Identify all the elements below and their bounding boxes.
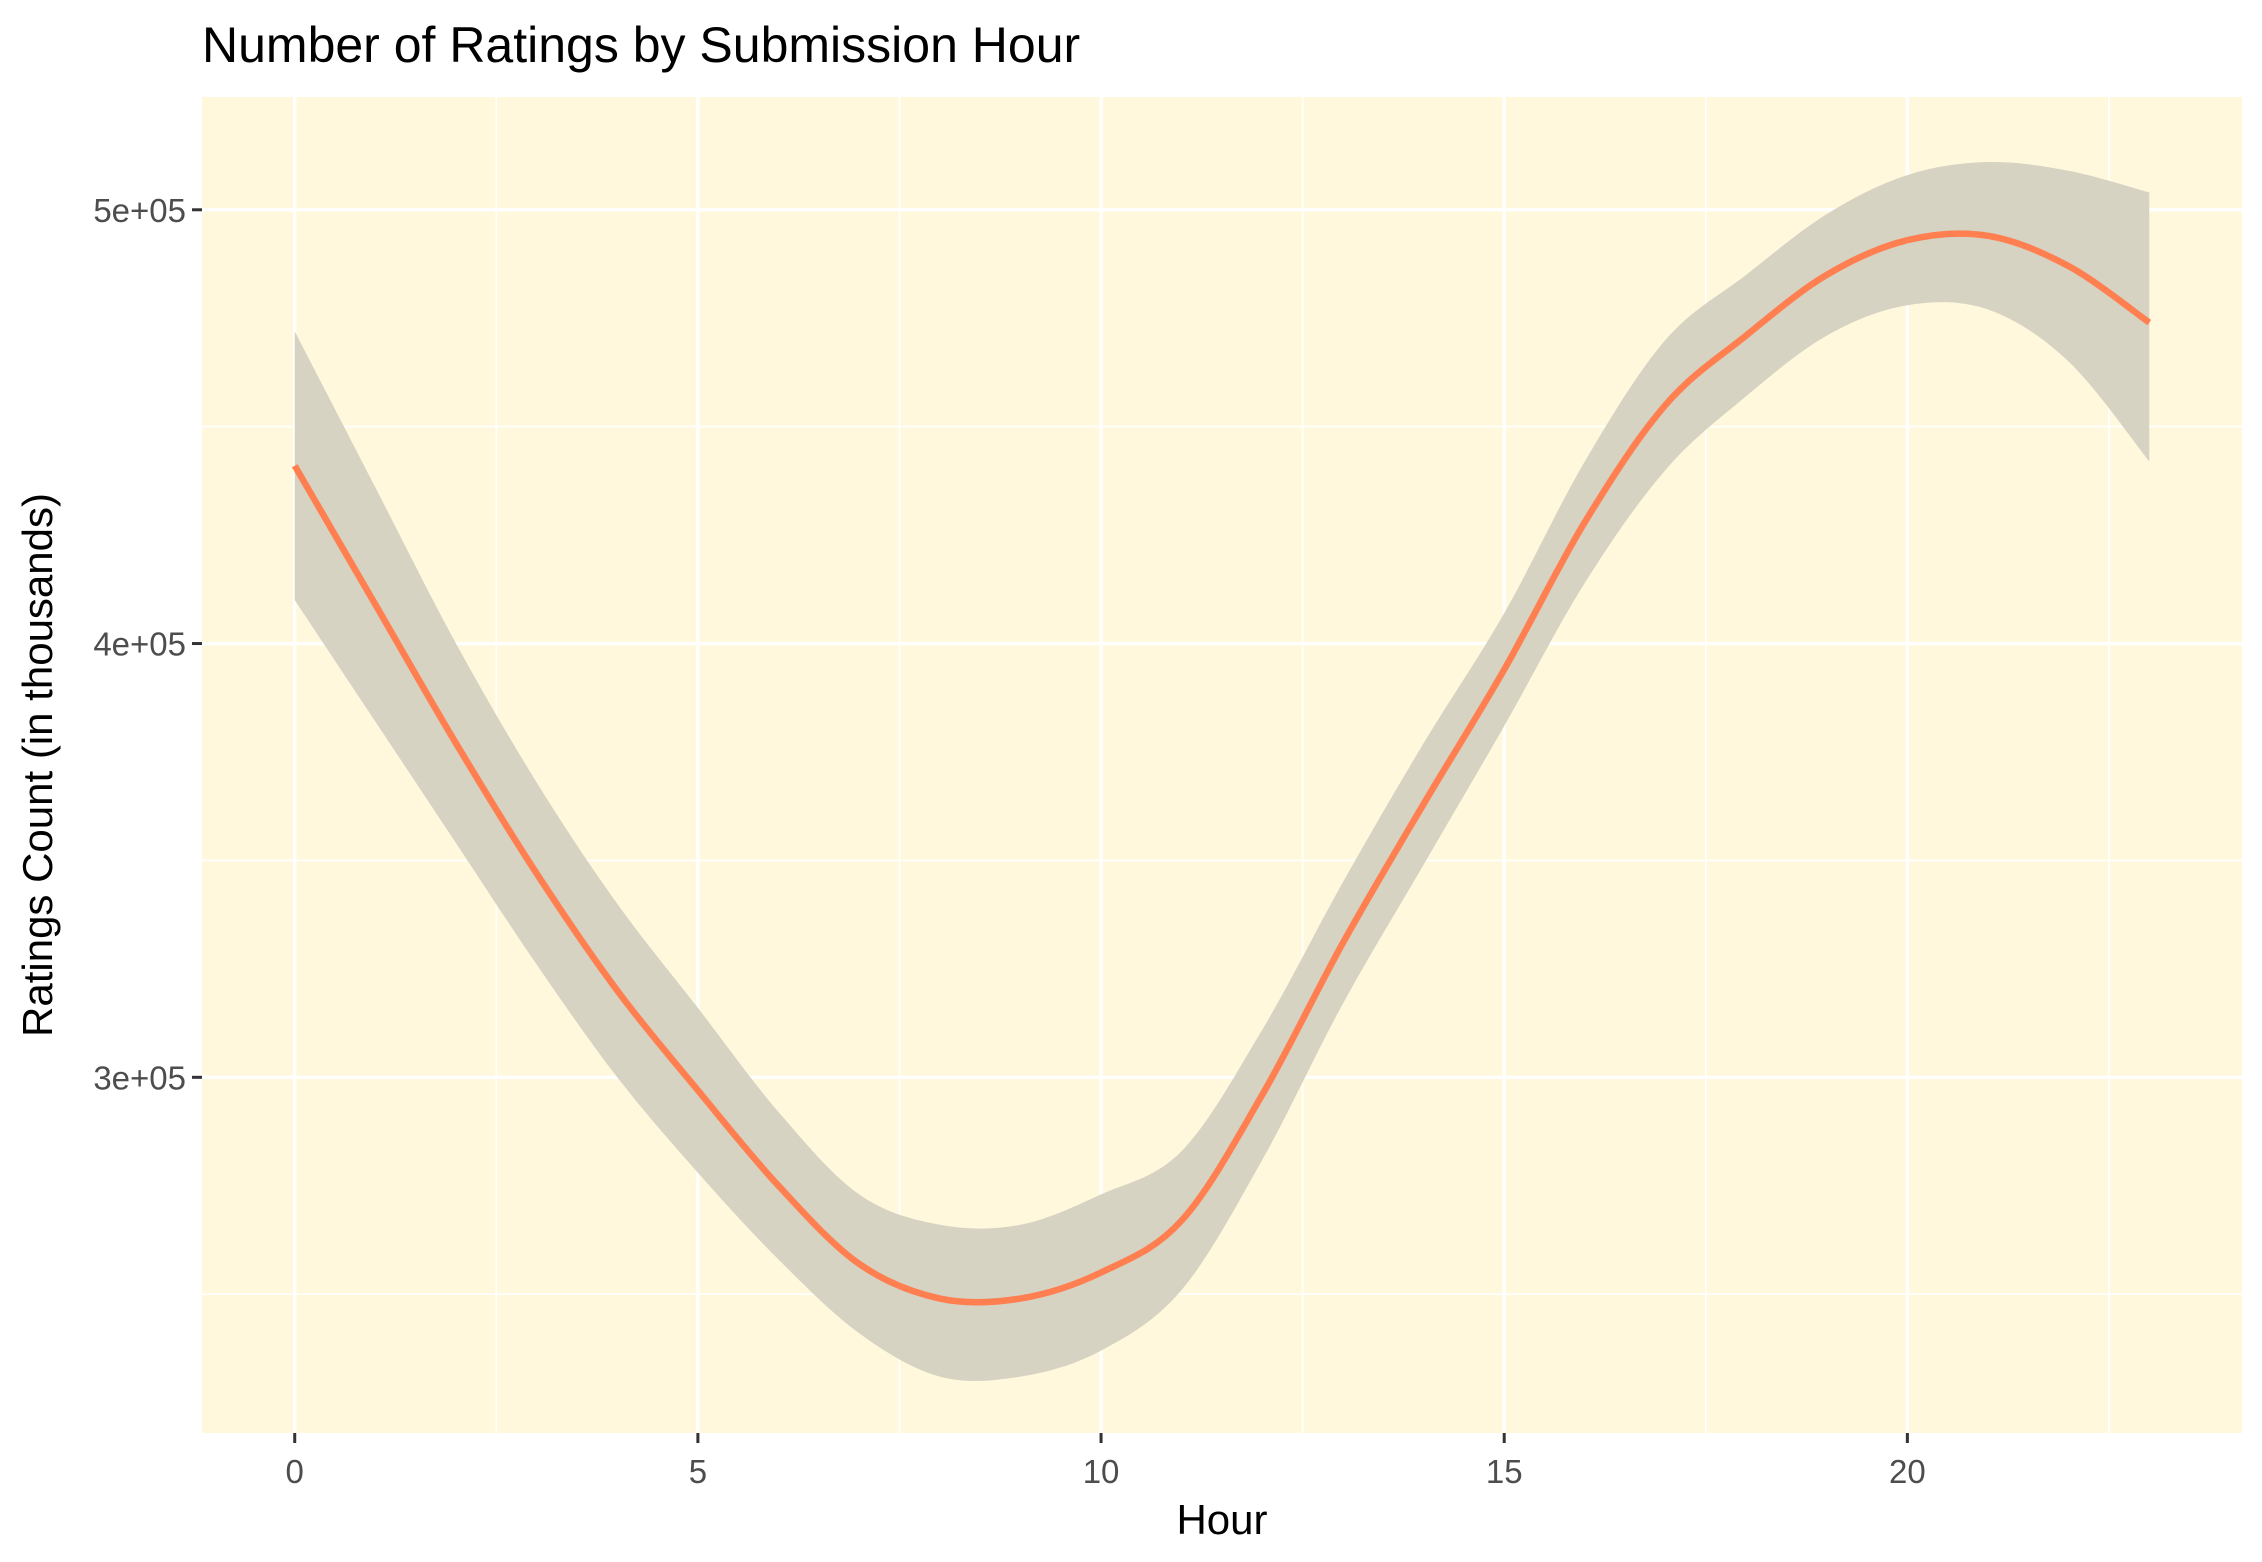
x-axis-title: Hour xyxy=(1176,1496,1267,1543)
x-tick-label: 0 xyxy=(286,1453,304,1490)
x-tick-labels: 0 5 10 15 20 xyxy=(286,1453,1926,1490)
x-tick-label: 5 xyxy=(689,1453,707,1490)
confidence-band xyxy=(294,161,2150,1382)
y-axis-title: Ratings Count (in thousands) xyxy=(14,493,61,1037)
x-tick-label: 10 xyxy=(1083,1453,1120,1490)
axis-ticks xyxy=(192,208,1909,1443)
y-tick-label: 4e+05 xyxy=(93,626,186,663)
x-tick-label: 15 xyxy=(1486,1453,1523,1490)
y-tick-labels: 3e+05 4e+05 5e+05 xyxy=(93,192,186,1097)
x-tick-label: 20 xyxy=(1889,1453,1926,1490)
chart-title: Number of Ratings by Submission Hour xyxy=(202,17,1080,73)
y-tick-label: 5e+05 xyxy=(93,192,186,229)
y-tick-label: 3e+05 xyxy=(93,1059,186,1096)
smoothed-line xyxy=(291,230,2152,1306)
